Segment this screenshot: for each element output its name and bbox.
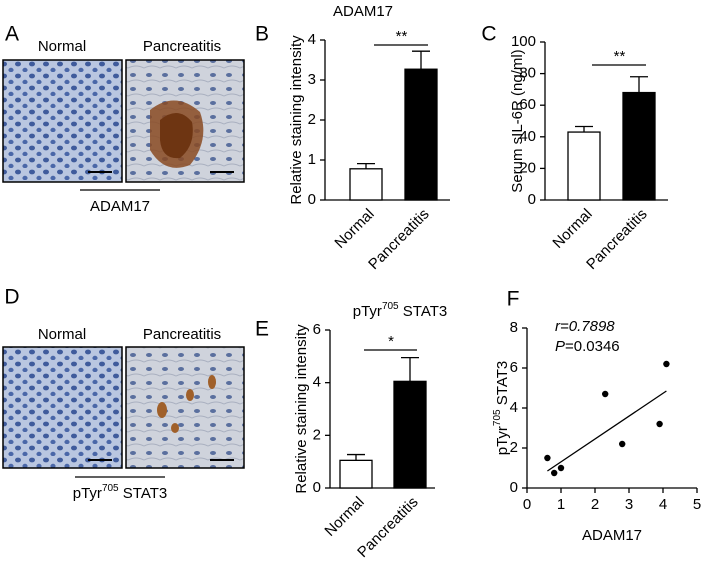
x-tick-label: 3	[625, 496, 633, 513]
panel-letter: E	[255, 318, 269, 341]
bar	[567, 131, 601, 201]
image-label: Pancreatitis	[143, 326, 221, 343]
image-a-pancreatitis	[125, 59, 245, 183]
y-tick-label: 0	[308, 191, 316, 208]
y-tick-label: 6	[313, 321, 321, 338]
y-tick-label: 4	[308, 31, 316, 48]
y-tick-label: 4	[510, 399, 518, 416]
point	[656, 420, 663, 428]
bar	[393, 380, 427, 489]
y-tick-label: 2	[308, 111, 316, 128]
panel-letter: F	[507, 288, 520, 311]
annotation: r=0.7898	[555, 318, 615, 335]
y-tick-label: 80	[519, 65, 536, 82]
point	[544, 454, 551, 462]
annotation-part: =0.0346	[565, 338, 620, 355]
y-axis-label: Relative staining intensity	[293, 324, 310, 494]
panel-letter: A	[5, 23, 19, 46]
point	[557, 464, 565, 472]
y-axis-label: Relative staining intensity	[288, 35, 305, 205]
bar	[349, 168, 383, 201]
y-axis-label: Serum sIL-6R (ng/ml)	[509, 49, 526, 192]
image-caption: pTyr705 STAT3	[73, 483, 168, 502]
y-tick-label: 40	[519, 128, 536, 145]
x-tick-label: 0	[523, 496, 531, 513]
significance-label: **	[396, 28, 408, 45]
y-axis-label: pTyr705 STAT3	[492, 361, 511, 456]
point	[619, 440, 626, 448]
x-tick-label: Normal	[549, 206, 595, 252]
y-tick-label: 2	[510, 439, 518, 456]
y-tick-label: 2	[313, 426, 321, 443]
point	[663, 360, 670, 368]
point	[551, 469, 558, 477]
y-tick-label: 20	[519, 159, 536, 176]
bar	[339, 459, 373, 489]
y-tick-label: 0	[510, 479, 518, 496]
image-caption-part: 705	[102, 483, 119, 494]
significance-label: *	[388, 333, 394, 350]
chart-title-part: 705	[382, 301, 399, 312]
panel-letter: B	[255, 23, 269, 46]
image-label: Normal	[38, 38, 86, 55]
image-label: Pancreatitis	[143, 38, 221, 55]
significance-label: **	[614, 48, 626, 65]
annotation-part: P	[555, 338, 565, 355]
chart-title-part: STAT3	[399, 303, 448, 320]
image-d-pancreatitis	[125, 346, 245, 469]
x-tick-label: 2	[591, 496, 599, 513]
x-tick-label: 1	[557, 496, 565, 513]
x-tick-label: 4	[659, 496, 667, 513]
y-axis-label-part: 705	[492, 409, 503, 426]
y-tick-label: 4	[313, 374, 321, 391]
chart-title: pTyr705 STAT3	[353, 301, 448, 320]
fit-line	[547, 390, 667, 472]
y-axis-label-part: pTyr	[494, 426, 511, 455]
image-caption: ADAM17	[90, 198, 150, 215]
y-axis-label-part: STAT3	[494, 361, 511, 410]
annotation: P=0.0346	[555, 338, 620, 355]
y-tick-label: 8	[510, 319, 518, 336]
image-a-normal	[2, 59, 123, 183]
y-tick-label: 1	[308, 151, 316, 168]
annotation-part: r=0.7898	[555, 318, 615, 335]
y-tick-label: 100	[511, 33, 536, 50]
y-tick-label: 60	[519, 96, 536, 113]
bar	[622, 91, 656, 201]
bar	[404, 68, 438, 201]
x-tick-label: Normal	[331, 206, 377, 252]
image-label: Normal	[38, 326, 86, 343]
image-caption-part: STAT3	[119, 485, 168, 502]
chart-title-part: pTyr	[353, 303, 382, 320]
panel-letter: D	[4, 286, 19, 309]
panel-letter: C	[481, 23, 496, 46]
y-tick-label: 3	[308, 71, 316, 88]
x-tick-label: 5	[693, 496, 701, 513]
image-caption-part: pTyr	[73, 485, 102, 502]
image-d-normal	[2, 346, 123, 469]
y-tick-label: 0	[528, 191, 536, 208]
chart-title: ADAM17	[333, 3, 393, 20]
point	[602, 390, 609, 398]
y-tick-label: 6	[510, 359, 518, 376]
x-tick-label: Normal	[321, 494, 367, 540]
x-axis-label: ADAM17	[582, 527, 642, 544]
y-tick-label: 0	[313, 479, 321, 496]
